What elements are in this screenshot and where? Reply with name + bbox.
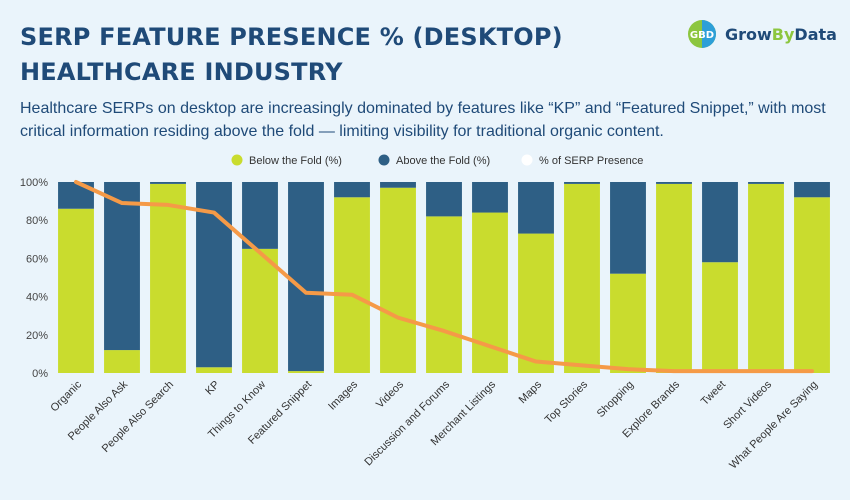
- bar-above-fold: [242, 182, 278, 249]
- bar-above-fold: [702, 182, 738, 263]
- x-category-label: Images: [326, 378, 360, 412]
- growbydata-logo-mark: GBD: [688, 20, 716, 48]
- x-category-label: Organic: [48, 378, 84, 414]
- logo-mark-text: GBD: [690, 30, 714, 41]
- legend-label-1: Below the Fold (%): [249, 155, 342, 167]
- legend-marker-2: [378, 154, 390, 166]
- legend-marker-3: [521, 154, 533, 166]
- bar-below-fold: [104, 350, 140, 373]
- bar-below-fold: [518, 233, 554, 373]
- y-tick-label: 20%: [26, 330, 48, 342]
- logo-text-by: By: [771, 24, 795, 44]
- x-category-label: KP: [203, 379, 222, 398]
- logo-text-grow: Grow: [725, 24, 772, 44]
- title-line-2: HEALTHCARE INDUSTRY: [20, 58, 343, 86]
- bar-above-fold: [380, 182, 416, 188]
- legend-label-3: % of SERP Presence: [539, 155, 643, 167]
- logo: GBD GrowByData: [687, 19, 837, 49]
- bar-above-fold: [518, 182, 554, 234]
- bar-below-fold: [656, 183, 692, 373]
- bar-above-fold: [748, 182, 784, 184]
- bar-above-fold: [104, 182, 140, 351]
- serp-presence-line: [74, 180, 814, 374]
- serp-feature-chart: Below the Fold (%) Above the Fold (%) % of…: [20, 154, 830, 472]
- bar-below-fold: [702, 262, 738, 373]
- bar-below-fold: [794, 197, 830, 373]
- logo-text: GrowByData: [725, 25, 837, 44]
- bar-above-fold: [288, 182, 324, 372]
- title: SERP FEATURE PRESENCE % (DESKTOP) HEALTH…: [20, 20, 563, 90]
- x-category-label: Videos: [374, 378, 406, 410]
- bar-above-fold: [426, 182, 462, 217]
- bar-below-fold: [426, 216, 462, 373]
- x-category-label: Tweet: [699, 379, 728, 408]
- x-category-label: Top Stories: [543, 378, 591, 426]
- y-tick-label: 40%: [26, 292, 48, 304]
- x-category-label: Maps: [517, 378, 545, 406]
- x-category-label: What People Are Saying: [727, 379, 820, 472]
- bar-above-fold: [656, 182, 692, 184]
- x-category-label: Discussion and Forums: [362, 378, 452, 468]
- bar-below-fold: [610, 273, 646, 373]
- subtitle: Healthcare SERPs on desktop are increasi…: [20, 100, 826, 140]
- bar-above-fold: [334, 182, 370, 198]
- logo-text-data: Data: [794, 24, 837, 44]
- y-tick-label: 100%: [20, 177, 48, 189]
- bar-below-fold: [288, 371, 324, 373]
- bar-below-fold: [58, 208, 94, 373]
- bar-below-fold: [334, 197, 370, 373]
- legend-marker-1: [231, 154, 243, 166]
- legend-label-2: Above the Fold (%): [396, 155, 490, 167]
- title-line-1: SERP FEATURE PRESENCE % (DESKTOP): [20, 23, 563, 51]
- bar-below-fold: [380, 187, 416, 373]
- bar-below-fold: [748, 183, 784, 373]
- bar-above-fold: [564, 182, 600, 184]
- bar-below-fold: [242, 248, 278, 373]
- bar-above-fold: [472, 182, 508, 213]
- y-tick-label: 80%: [26, 215, 48, 227]
- x-category-label: Shopping: [595, 379, 636, 420]
- bar-below-fold: [196, 367, 232, 373]
- bar-above-fold: [610, 182, 646, 274]
- bar-above-fold: [794, 182, 830, 198]
- bar-below-fold: [564, 183, 600, 373]
- bar-above-fold: [150, 182, 186, 184]
- y-tick-label: 60%: [26, 253, 48, 265]
- y-tick-label: 0%: [32, 368, 48, 380]
- bar-below-fold: [150, 183, 186, 373]
